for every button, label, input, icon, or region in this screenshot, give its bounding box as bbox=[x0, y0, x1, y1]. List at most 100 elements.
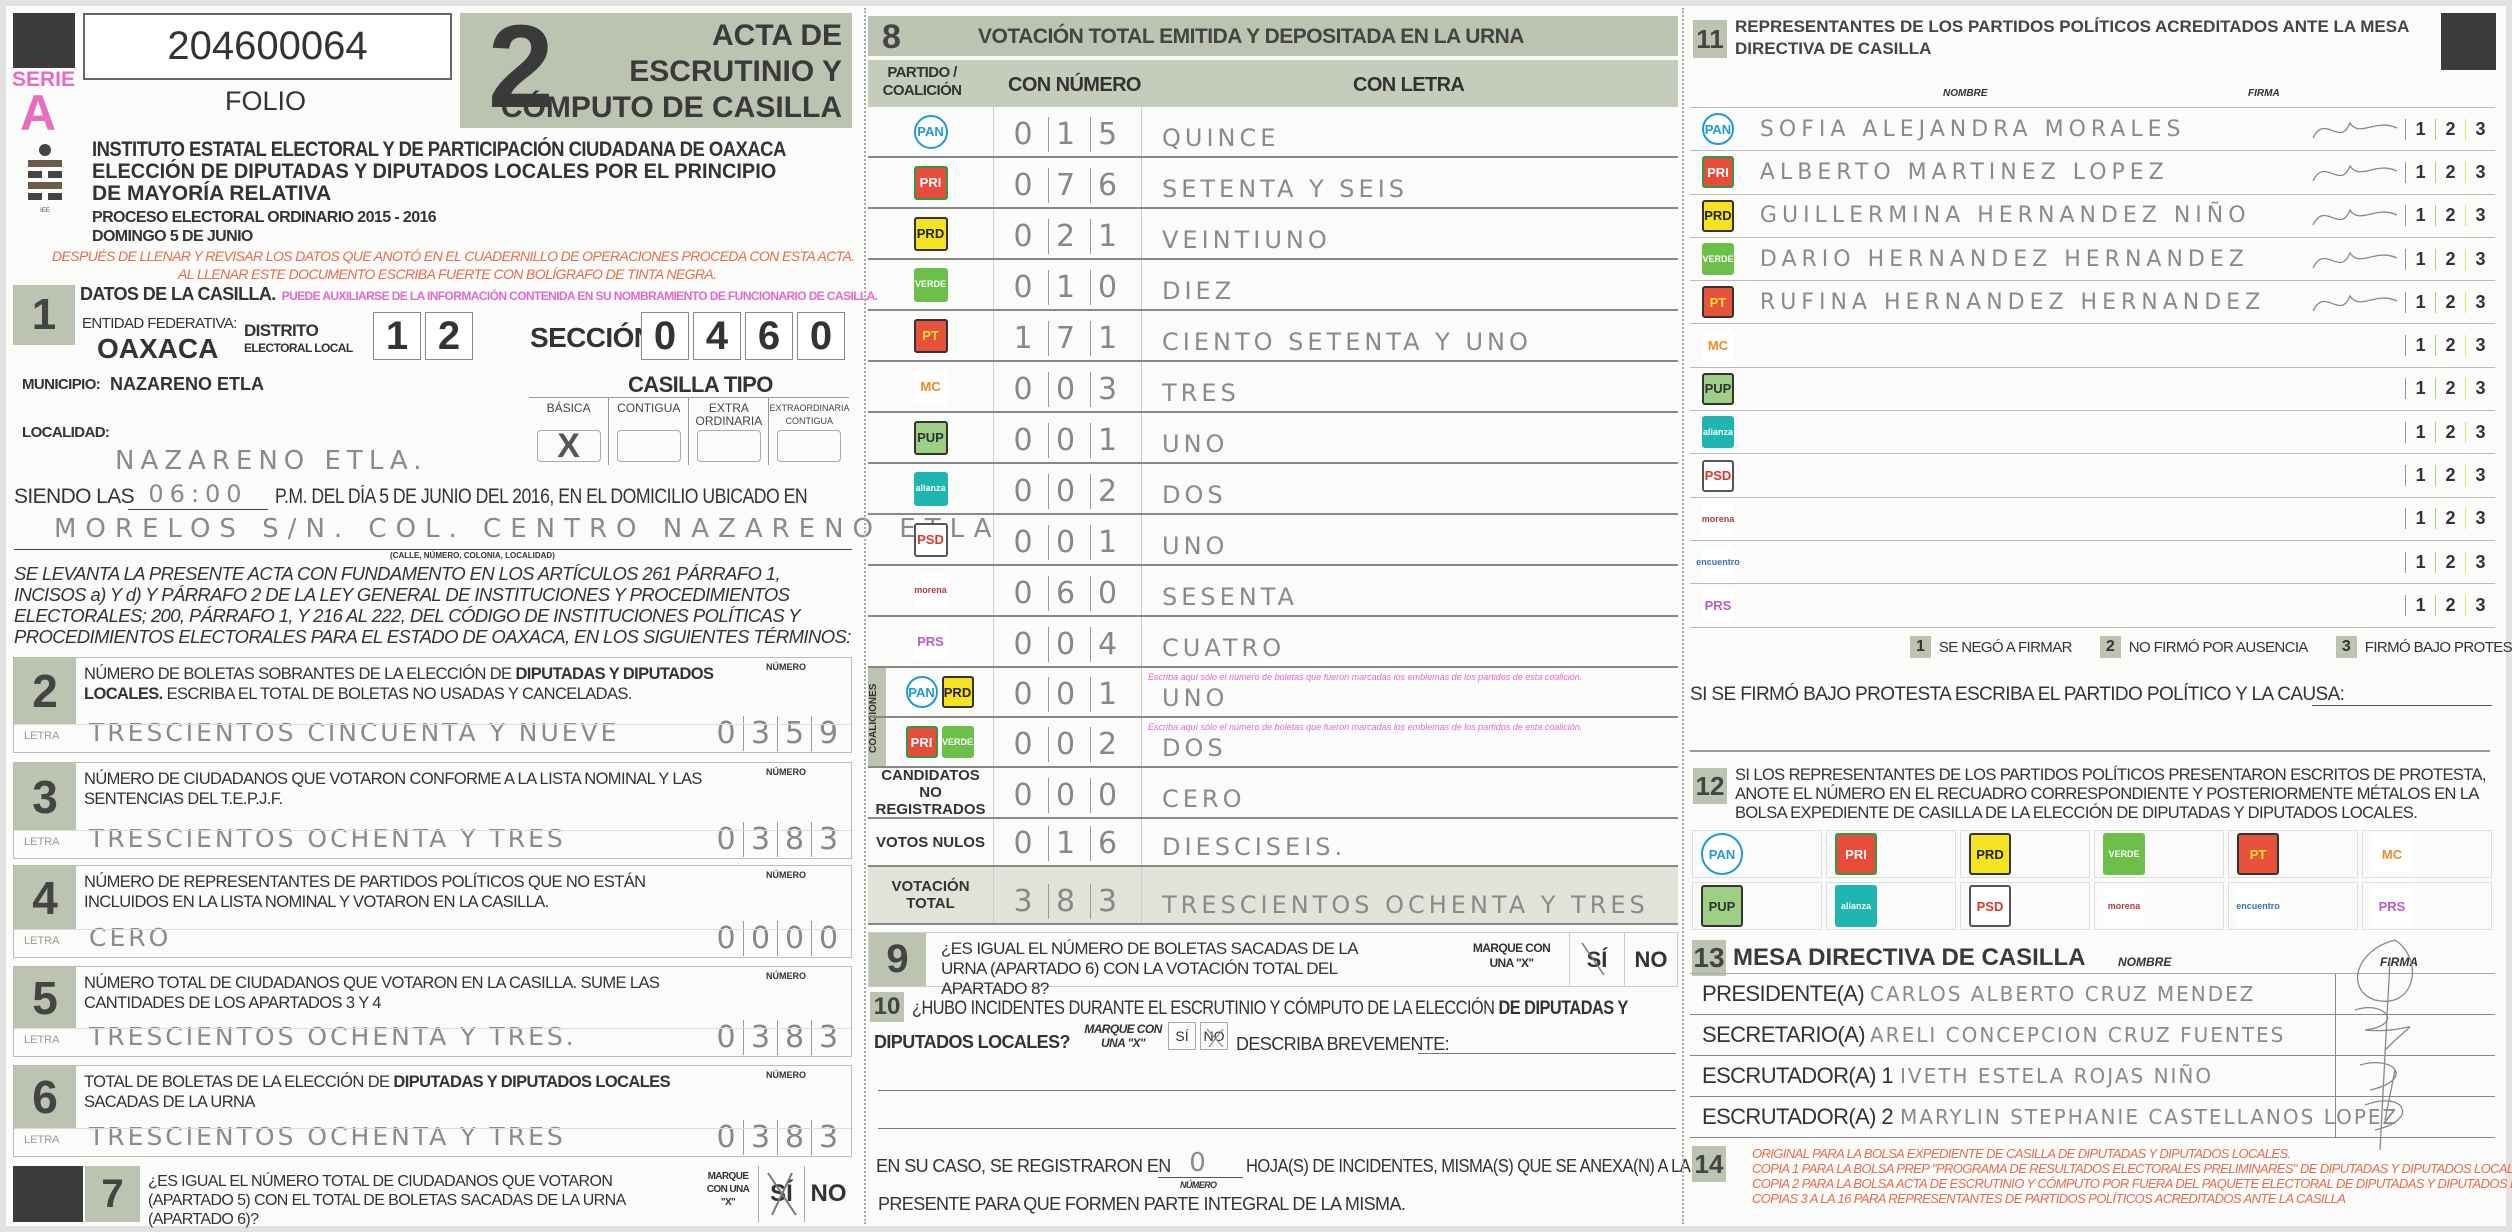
representative-name[interactable]: RUFINA HERNANDEZ HERNANDEZ bbox=[1759, 289, 2266, 315]
official-name[interactable]: IVETH ESTELA ROJAS NIÑO bbox=[1900, 1064, 2214, 1088]
signature-option-3[interactable]: 3 bbox=[2465, 161, 2495, 183]
describe-line-3[interactable] bbox=[878, 1128, 1676, 1129]
official-signature-cell[interactable] bbox=[2335, 1015, 2495, 1055]
official-name[interactable]: ARELI CONCEPCION CRUZ FUENTES bbox=[1870, 1023, 2286, 1047]
letra-cell[interactable]: CIENTO SETENTA Y UNO bbox=[1141, 311, 1678, 360]
representative-name[interactable]: GUILLERMINA HERNANDEZ NIÑO bbox=[1759, 203, 2251, 229]
protest-count-box-psd[interactable]: PSD bbox=[1960, 882, 2090, 930]
letra-value[interactable]: TRESCIENTOS OCHENTA Y TRES. bbox=[89, 1022, 577, 1051]
signature-option-1[interactable]: 1 bbox=[2405, 248, 2435, 270]
signature-option-2[interactable]: 2 bbox=[2435, 594, 2465, 616]
letra-value[interactable]: TRESCIENTOS CINCUENTA Y NUEVE bbox=[89, 718, 620, 747]
letra-cell[interactable]: DIEZ bbox=[1141, 260, 1678, 309]
digit-box[interactable]: 2 bbox=[425, 312, 473, 360]
casilla-tipo-box[interactable]: X bbox=[536, 427, 601, 465]
casilla-tipo-option[interactable]: EXTRA ORDINARIA bbox=[688, 398, 768, 465]
hojas-field[interactable]: 0 bbox=[1158, 1148, 1243, 1178]
letra-cell[interactable]: UNO bbox=[1141, 515, 1678, 564]
signature-option-3[interactable]: 3 bbox=[2465, 248, 2495, 270]
letra-cell[interactable]: TRESCIENTOS OCHENTA Y TRES bbox=[1141, 867, 1678, 923]
letra-cell[interactable]: Escriba aquí sólo el número de boletas q… bbox=[1141, 718, 1678, 766]
official-name[interactable]: MARYLIN STEPHANIE CASTELLANOS LOPEZ bbox=[1900, 1105, 2399, 1129]
protest-count-box-na[interactable]: alianza bbox=[1826, 882, 1956, 930]
protest-count-box-pes[interactable]: encuentro bbox=[2228, 882, 2358, 930]
signature-option-1[interactable]: 1 bbox=[2405, 551, 2435, 573]
signature-option-2[interactable]: 2 bbox=[2435, 205, 2465, 227]
letra-value[interactable]: TRESCIENTOS OCHENTA Y TRES bbox=[89, 1122, 566, 1151]
signature-cell[interactable] bbox=[2305, 195, 2405, 237]
signature-cell[interactable] bbox=[2305, 238, 2405, 280]
protest-count-box-mc[interactable]: MC bbox=[2362, 830, 2492, 878]
section-10-yes-option[interactable]: SÍ bbox=[1168, 1022, 1196, 1050]
digit-box[interactable]: 4 bbox=[693, 312, 741, 360]
signature-option-2[interactable]: 2 bbox=[2435, 508, 2465, 530]
signature-option-1[interactable]: 1 bbox=[2405, 291, 2435, 313]
signature-option-3[interactable]: 3 bbox=[2465, 421, 2495, 443]
letra-cell[interactable]: QUINCE bbox=[1141, 107, 1678, 156]
signature-option-3[interactable]: 3 bbox=[2465, 291, 2495, 313]
signature-cell[interactable] bbox=[2305, 368, 2405, 410]
signature-cell[interactable] bbox=[2305, 541, 2405, 583]
casilla-tipo-box[interactable] bbox=[696, 430, 761, 462]
protest-count-box-verde[interactable]: VERDE bbox=[2094, 830, 2224, 878]
signature-option-1[interactable]: 1 bbox=[2405, 161, 2435, 183]
signature-cell[interactable] bbox=[2305, 411, 2405, 453]
official-signature-cell[interactable] bbox=[2335, 974, 2495, 1014]
signature-option-3[interactable]: 3 bbox=[2465, 551, 2495, 573]
letra-cell[interactable]: DIESCISEIS. bbox=[1141, 819, 1678, 865]
signature-cell[interactable] bbox=[2305, 325, 2405, 367]
signature-option-2[interactable]: 2 bbox=[2435, 335, 2465, 357]
representative-name[interactable]: SOFIA ALEJANDRA MORALES bbox=[1759, 116, 2186, 142]
signature-option-1[interactable]: 1 bbox=[2405, 378, 2435, 400]
section-10-no-option[interactable]: NO bbox=[1200, 1022, 1228, 1050]
signature-option-1[interactable]: 1 bbox=[2405, 205, 2435, 227]
signature-option-2[interactable]: 2 bbox=[2435, 291, 2465, 313]
protest-field[interactable] bbox=[2312, 705, 2492, 706]
signature-option-1[interactable]: 1 bbox=[2405, 335, 2435, 357]
signature-cell[interactable] bbox=[2305, 108, 2405, 150]
protest-count-box-pan[interactable]: PAN bbox=[1692, 830, 1822, 878]
signature-option-2[interactable]: 2 bbox=[2435, 551, 2465, 573]
signature-option-3[interactable]: 3 bbox=[2465, 205, 2495, 227]
letra-cell[interactable]: VEINTIUNO bbox=[1141, 209, 1678, 258]
protest-count-box-pup[interactable]: PUP bbox=[1692, 882, 1822, 930]
letra-cell[interactable]: SESENTA bbox=[1141, 566, 1678, 615]
letra-cell[interactable]: CERO bbox=[1141, 768, 1678, 817]
protest-count-box-morena[interactable]: morena bbox=[2094, 882, 2224, 930]
section-9-no-option[interactable]: NO bbox=[1624, 933, 1677, 986]
signature-option-2[interactable]: 2 bbox=[2435, 465, 2465, 487]
letra-cell[interactable]: Escriba aquí sólo el número de boletas q… bbox=[1141, 668, 1678, 716]
signature-option-1[interactable]: 1 bbox=[2405, 118, 2435, 140]
signature-option-2[interactable]: 2 bbox=[2435, 378, 2465, 400]
casilla-tipo-option[interactable]: CONTIGUA bbox=[608, 398, 688, 465]
signature-option-1[interactable]: 1 bbox=[2405, 465, 2435, 487]
signature-cell[interactable] bbox=[2305, 584, 2405, 626]
signature-cell[interactable] bbox=[2305, 498, 2405, 540]
signature-cell[interactable] bbox=[2305, 454, 2405, 496]
protest-count-box-pt[interactable]: PT bbox=[2228, 830, 2358, 878]
describe-line-2[interactable] bbox=[878, 1090, 1676, 1091]
